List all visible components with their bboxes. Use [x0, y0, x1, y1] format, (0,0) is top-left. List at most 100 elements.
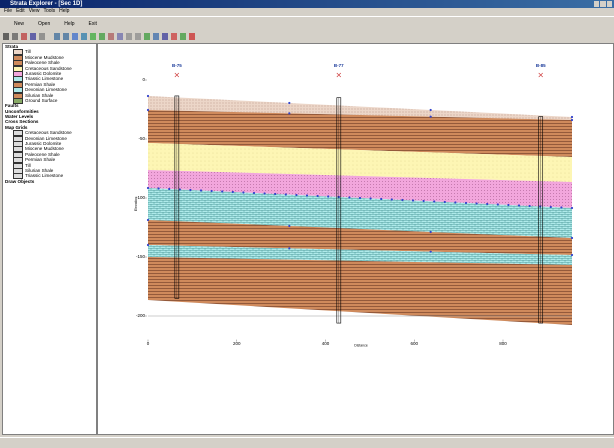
contact-dot [549, 205, 552, 209]
tool-icon[interactable] [12, 33, 18, 40]
tool-icon[interactable] [39, 33, 45, 40]
tool-icon[interactable] [63, 33, 69, 40]
tool-icon[interactable] [126, 33, 132, 40]
toolbar-button[interactable]: Open [38, 21, 51, 27]
tree-label: Miocene Mudstone [25, 55, 64, 60]
tree-label: Water Levels [5, 114, 34, 120]
toolbar-button[interactable]: New [14, 21, 25, 27]
contact-dot [454, 201, 457, 204]
y-tick-label: -200 [136, 313, 146, 318]
tool-icon[interactable] [189, 33, 195, 40]
contact-dot [242, 191, 245, 194]
contact-dot [231, 190, 234, 194]
tree-node[interactable]: Faults [3, 103, 96, 108]
tree-label: Map Grids [5, 124, 28, 130]
tree-label: Devonian Limestone [25, 135, 67, 141]
tree-label: Faults [5, 103, 19, 109]
contact-dot [146, 186, 150, 190]
contact-dot [401, 198, 404, 202]
contact-dot [288, 112, 291, 115]
layer-sandstone [148, 143, 572, 182]
tool-icon[interactable] [54, 33, 60, 40]
tree-label: Permian Shale [25, 157, 56, 163]
contact-dot [316, 194, 319, 198]
toolbar: New Open Help Exit [0, 16, 614, 31]
tool-icon[interactable] [108, 33, 114, 40]
contact-dot [429, 230, 432, 234]
tool-icon[interactable] [153, 33, 159, 40]
tree-node[interactable]: Water Levels [3, 114, 96, 119]
contact-dot [210, 189, 213, 193]
menu-item[interactable]: File [4, 8, 13, 14]
close-button[interactable] [606, 1, 612, 7]
tool-icon[interactable] [144, 33, 150, 40]
toolbar-button[interactable]: Help [64, 21, 75, 27]
contact-dot [570, 236, 574, 240]
tree-label: Till [25, 162, 31, 168]
tool-icon[interactable] [90, 33, 96, 40]
contact-dot [517, 204, 521, 207]
layer-dolomite [148, 170, 572, 208]
contact-dot [295, 193, 298, 197]
tool-icon[interactable] [180, 33, 186, 40]
tool-icon[interactable] [99, 33, 105, 40]
contact-dot [189, 188, 192, 192]
tool-icon[interactable] [171, 33, 177, 40]
tree-node[interactable]: Map Grids [3, 125, 96, 130]
contact-dot [570, 118, 574, 122]
x-tick-label: 800 [499, 341, 507, 346]
tree-node[interactable]: Unconformities [3, 109, 96, 114]
menu-bar: File Edit View Tools Help [0, 8, 614, 15]
menu-item[interactable]: Edit [16, 8, 25, 14]
toolbar-button[interactable]: Exit [88, 21, 97, 27]
contact-dot [288, 101, 291, 105]
window-title: Strata Explorer - [Sec 1D] [10, 1, 83, 7]
tool-icon[interactable] [3, 33, 9, 40]
tree-label: Paleocene Shale [25, 60, 60, 66]
menu-item[interactable]: Help [59, 8, 70, 14]
tool-icon[interactable] [162, 33, 168, 40]
layer-till [148, 96, 572, 120]
x-tick-label: 200 [233, 341, 241, 346]
contact-dot [358, 196, 362, 200]
contact-dot [199, 189, 203, 192]
tool-icon[interactable] [21, 33, 27, 40]
tool-icon[interactable] [81, 33, 87, 40]
tool-icon[interactable] [135, 33, 141, 40]
contact-dot [305, 194, 309, 197]
minimize-button[interactable] [594, 1, 600, 7]
borehole-label: B-77 [334, 63, 344, 68]
contact-dot [570, 115, 574, 119]
y-tick-label: -150 [136, 254, 146, 259]
contact-dot [496, 203, 499, 206]
chart-panel: 0 -50 -100 -150 -200 0 200 400 600 800 Distance Ele… [97, 43, 614, 435]
menu-item[interactable]: View [28, 8, 40, 14]
tree-label: Triassic Limestone [25, 173, 64, 179]
tree-node[interactable]: Strata [3, 44, 96, 49]
tree-label: Cross Sections [5, 119, 39, 125]
window-controls [594, 1, 612, 7]
tree-node[interactable]: Ground Surface [3, 97, 96, 104]
tree-label: Cretaceous Sandstone [25, 65, 72, 71]
tool-icon[interactable] [30, 33, 36, 40]
x-tick-label: 0 [147, 341, 150, 346]
layer-limestone [148, 188, 572, 238]
contact-dot [252, 191, 256, 195]
tool-icon[interactable] [117, 33, 123, 40]
tree-node[interactable]: Triassic Limestone [3, 173, 96, 180]
contact-dot [157, 187, 160, 190]
contact-dot [560, 206, 563, 209]
tree-label: Miocene Mudstone [25, 146, 64, 152]
tree-node[interactable]: Cross Sections [3, 119, 96, 124]
menu-item[interactable]: Tools [43, 8, 56, 14]
contact-dot [284, 193, 287, 196]
tool-icon[interactable] [72, 33, 78, 40]
tree-label: Cretaceous Sandstone [25, 130, 72, 136]
cross-section: 0 -50 -100 -150 -200 0 200 400 600 800 Distance Ele… [134, 63, 574, 348]
tree-node[interactable]: Draw Objects [3, 179, 96, 184]
layer-devonian [148, 245, 572, 265]
contact-dot [178, 188, 181, 191]
maximize-button[interactable] [600, 1, 606, 7]
contact-dot [221, 190, 224, 193]
